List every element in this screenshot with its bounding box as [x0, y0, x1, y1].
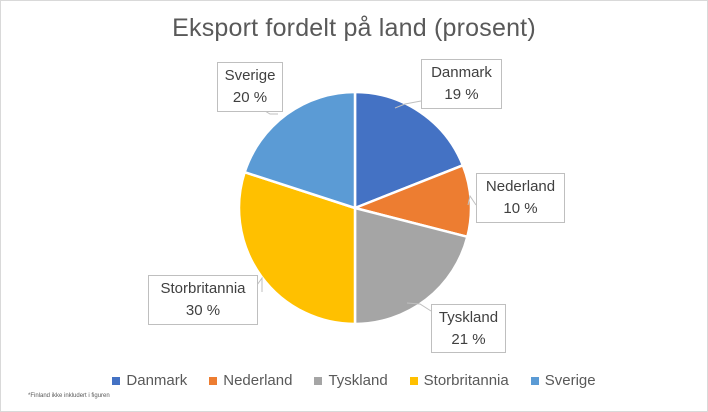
- footnote: *Finland ikke inkludert i figuren: [28, 393, 110, 399]
- legend-label: Tyskland: [328, 372, 388, 389]
- legend-item-danmark: Danmark: [112, 372, 187, 389]
- data-label-value: 10 %: [503, 200, 538, 217]
- data-label-name: Danmark: [431, 64, 492, 81]
- legend-swatch-icon: [314, 376, 323, 385]
- data-label-name: Storbritannia: [160, 280, 246, 297]
- pie-slice-sverige: [243, 90, 357, 210]
- data-label-name: Nederland: [485, 178, 556, 195]
- pie-slices: [237, 90, 473, 326]
- data-label-storbritannia: Storbritannia 30 %: [148, 275, 258, 325]
- legend-swatch-icon: [112, 376, 121, 385]
- chart-legend: Danmark Nederland Tyskland Storbritannia…: [0, 372, 708, 389]
- data-label-tyskland: Tyskland 21 %: [431, 304, 506, 353]
- legend-swatch-icon: [209, 376, 218, 385]
- data-label-sverige: Sverige 20 %: [217, 62, 283, 112]
- data-label-value: 19 %: [444, 86, 479, 103]
- chart-title: Eksport fordelt på land (prosent): [172, 14, 536, 42]
- pie-slice-danmark: [353, 90, 465, 210]
- data-label-nederland: Nederland 10 %: [476, 173, 565, 223]
- pie-slice-storbritannia: [237, 170, 357, 326]
- legend-item-storbritannia: Storbritannia: [409, 372, 509, 389]
- data-label-value: 20 %: [232, 89, 268, 106]
- legend-item-tyskland: Tyskland: [314, 372, 388, 389]
- legend-item-sverige: Sverige: [530, 372, 596, 389]
- data-label-danmark: Danmark 19 %: [421, 59, 502, 109]
- legend-label: Nederland: [223, 372, 293, 389]
- legend-swatch-icon: [409, 376, 418, 385]
- leader-lines: [256, 100, 477, 312]
- legend-label: Storbritannia: [423, 372, 509, 389]
- legend-label: Sverige: [544, 372, 596, 389]
- legend-swatch-icon: [530, 376, 539, 385]
- data-label-name: Sverige: [224, 67, 276, 84]
- pie-slice-tyskland: [353, 206, 469, 326]
- pie-slice-nederland: [353, 164, 473, 239]
- data-label-value: 30 %: [185, 302, 221, 319]
- data-label-name: Tyskland: [438, 309, 499, 326]
- legend-item-nederland: Nederland: [209, 372, 292, 389]
- data-label-value: 21 %: [451, 331, 486, 348]
- legend-label: Danmark: [126, 372, 188, 389]
